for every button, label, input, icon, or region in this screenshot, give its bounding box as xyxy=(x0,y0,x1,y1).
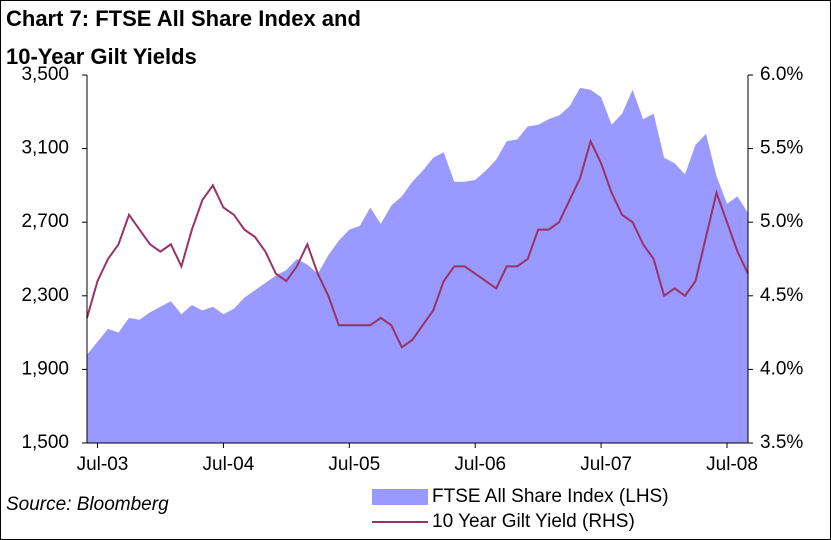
x-tick-label: Jul-03 xyxy=(77,454,129,475)
x-tick-label: Jul-04 xyxy=(203,454,255,475)
y2-tick-label: 5.5% xyxy=(760,138,803,159)
area xyxy=(87,87,748,444)
y-tick-label: 2,700 xyxy=(21,211,69,232)
y2-tick-label: 4.5% xyxy=(760,285,803,306)
line xyxy=(86,138,749,349)
y2-tick-label: 3.5% xyxy=(760,432,803,453)
x-tick-label: Jul-07 xyxy=(580,454,632,475)
y-tick-label: 3,500 xyxy=(21,64,69,85)
y-tick-label: 2,300 xyxy=(21,285,69,306)
y-tick-label: 1,500 xyxy=(21,432,69,453)
legend-label: FTSE All Share Index (LHS) xyxy=(432,486,669,507)
legend-swatch xyxy=(372,489,428,505)
y-tick-label: 3,100 xyxy=(21,138,69,159)
chart-title: Chart 7: FTSE All Share Index and xyxy=(6,6,361,31)
chart-title: 10-Year Gilt Yields xyxy=(6,44,197,69)
x-tick-label: Jul-06 xyxy=(454,454,506,475)
y2-tick-label: 5.0% xyxy=(760,211,803,232)
x-tick-label: Jul-05 xyxy=(328,454,380,475)
y-tick-label: 1,900 xyxy=(21,358,69,379)
y2-tick-label: 4.0% xyxy=(760,358,803,379)
source-note: Source: Bloomberg xyxy=(6,494,169,515)
legend-label: 10 Year Gilt Yield (RHS) xyxy=(432,511,635,532)
x-tick-label: Jul-08 xyxy=(706,454,758,475)
y2-tick-label: 6.0% xyxy=(760,64,803,85)
